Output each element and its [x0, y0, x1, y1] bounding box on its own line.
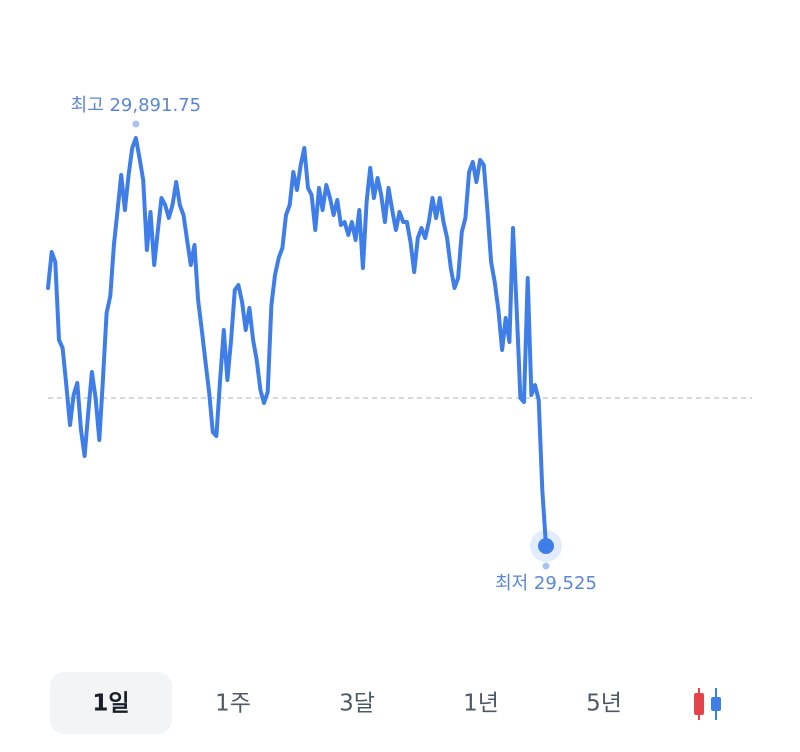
period-label: 1일 [92, 691, 129, 717]
period-button[interactable]: 1일 [50, 672, 172, 734]
period-button[interactable]: 5년 [586, 691, 622, 717]
candle-icon[interactable] [694, 688, 721, 720]
period-label: 1년 [463, 691, 499, 717]
period-label: 1주 [215, 691, 251, 717]
annotation-label: 최고 29,891.75 [71, 95, 201, 116]
candle-body [694, 693, 704, 715]
period-button[interactable]: 1년 [463, 691, 499, 717]
annotation-label: 최저 29,525 [495, 573, 597, 594]
last-point [538, 538, 554, 554]
period-button[interactable]: 3달 [339, 691, 375, 717]
period-label: 3달 [339, 691, 375, 717]
annotation-dot [132, 120, 140, 128]
price-line [46, 136, 548, 548]
annotation-dot [542, 562, 550, 570]
period-label: 5년 [586, 691, 622, 717]
period-button[interactable]: 1주 [215, 691, 251, 717]
candle-body [711, 697, 721, 711]
period-button-bg [50, 672, 172, 734]
